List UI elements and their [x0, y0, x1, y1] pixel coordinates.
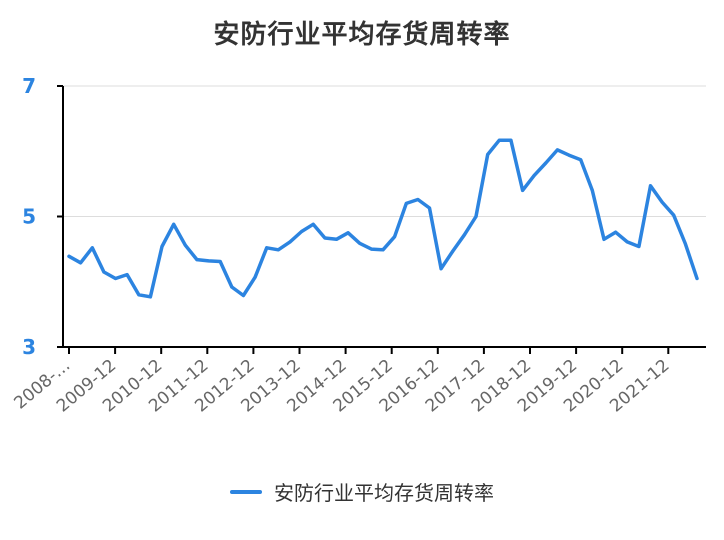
- data-point: [369, 247, 373, 251]
- data-point: [474, 215, 478, 218]
- data-point: [346, 231, 350, 235]
- data-point: [486, 153, 490, 156]
- data-point: [509, 138, 513, 142]
- data-point: [253, 275, 257, 279]
- data-point: [532, 173, 536, 177]
- data-point: [218, 260, 222, 263]
- axes: [57, 85, 706, 354]
- legend: 安防行业平均存货周转率: [0, 477, 724, 506]
- data-point: [300, 230, 304, 233]
- data-point: [555, 148, 559, 152]
- data-point: [137, 293, 141, 297]
- data-point: [579, 158, 583, 162]
- data-point: [451, 249, 455, 253]
- data-point: [160, 245, 164, 248]
- data-point: [602, 237, 606, 241]
- data-point: [114, 277, 117, 280]
- data-point: [172, 222, 176, 226]
- data-point: [649, 184, 652, 188]
- data-point: [323, 236, 327, 240]
- data-point: [67, 254, 71, 258]
- data-point: [567, 153, 571, 157]
- series-layer: [67, 138, 699, 299]
- data-point: [521, 188, 525, 192]
- data-point: [404, 201, 408, 205]
- data-point: [79, 261, 83, 265]
- data-point: [148, 295, 152, 299]
- legend-label: 安防行业平均存货周转率: [274, 481, 494, 505]
- data-point: [428, 206, 431, 210]
- data-point: [625, 240, 629, 244]
- data-point: [462, 233, 466, 237]
- chart-title: 安防行业平均存货周转率: [213, 20, 511, 50]
- data-point: [207, 259, 211, 263]
- data-point: [416, 198, 420, 201]
- data-point: [393, 235, 397, 239]
- data-point: [288, 240, 292, 244]
- x-tick-labels: 2008-…2009-122010-122011-122012-122013-1…: [10, 356, 673, 417]
- y-tick-label: 3: [22, 335, 36, 359]
- data-point: [590, 188, 594, 192]
- legend-swatch: [230, 489, 262, 494]
- y-tick-label: 7: [22, 74, 36, 98]
- data-point: [439, 267, 443, 271]
- data-point: [637, 245, 641, 248]
- data-point: [660, 200, 664, 204]
- data-point: [90, 246, 94, 250]
- series-line: [67, 138, 699, 299]
- data-point: [125, 273, 129, 277]
- data-point: [241, 294, 245, 297]
- data-point: [544, 161, 548, 165]
- data-point: [265, 246, 269, 250]
- data-point: [683, 242, 687, 246]
- data-point: [311, 222, 315, 226]
- data-point: [335, 237, 338, 241]
- data-point: [672, 213, 676, 217]
- data-point: [102, 270, 106, 274]
- data-point: [497, 138, 501, 142]
- gridlines: [63, 85, 706, 217]
- data-point: [381, 248, 385, 252]
- data-point: [183, 243, 187, 247]
- y-tick-label: 5: [22, 205, 36, 229]
- data-point: [695, 277, 699, 280]
- y-tick-labels: 3 5 7: [22, 74, 36, 359]
- data-point: [614, 230, 618, 234]
- data-point: [230, 285, 234, 289]
- data-point: [195, 258, 199, 262]
- data-point: [358, 241, 362, 245]
- data-point: [276, 248, 280, 252]
